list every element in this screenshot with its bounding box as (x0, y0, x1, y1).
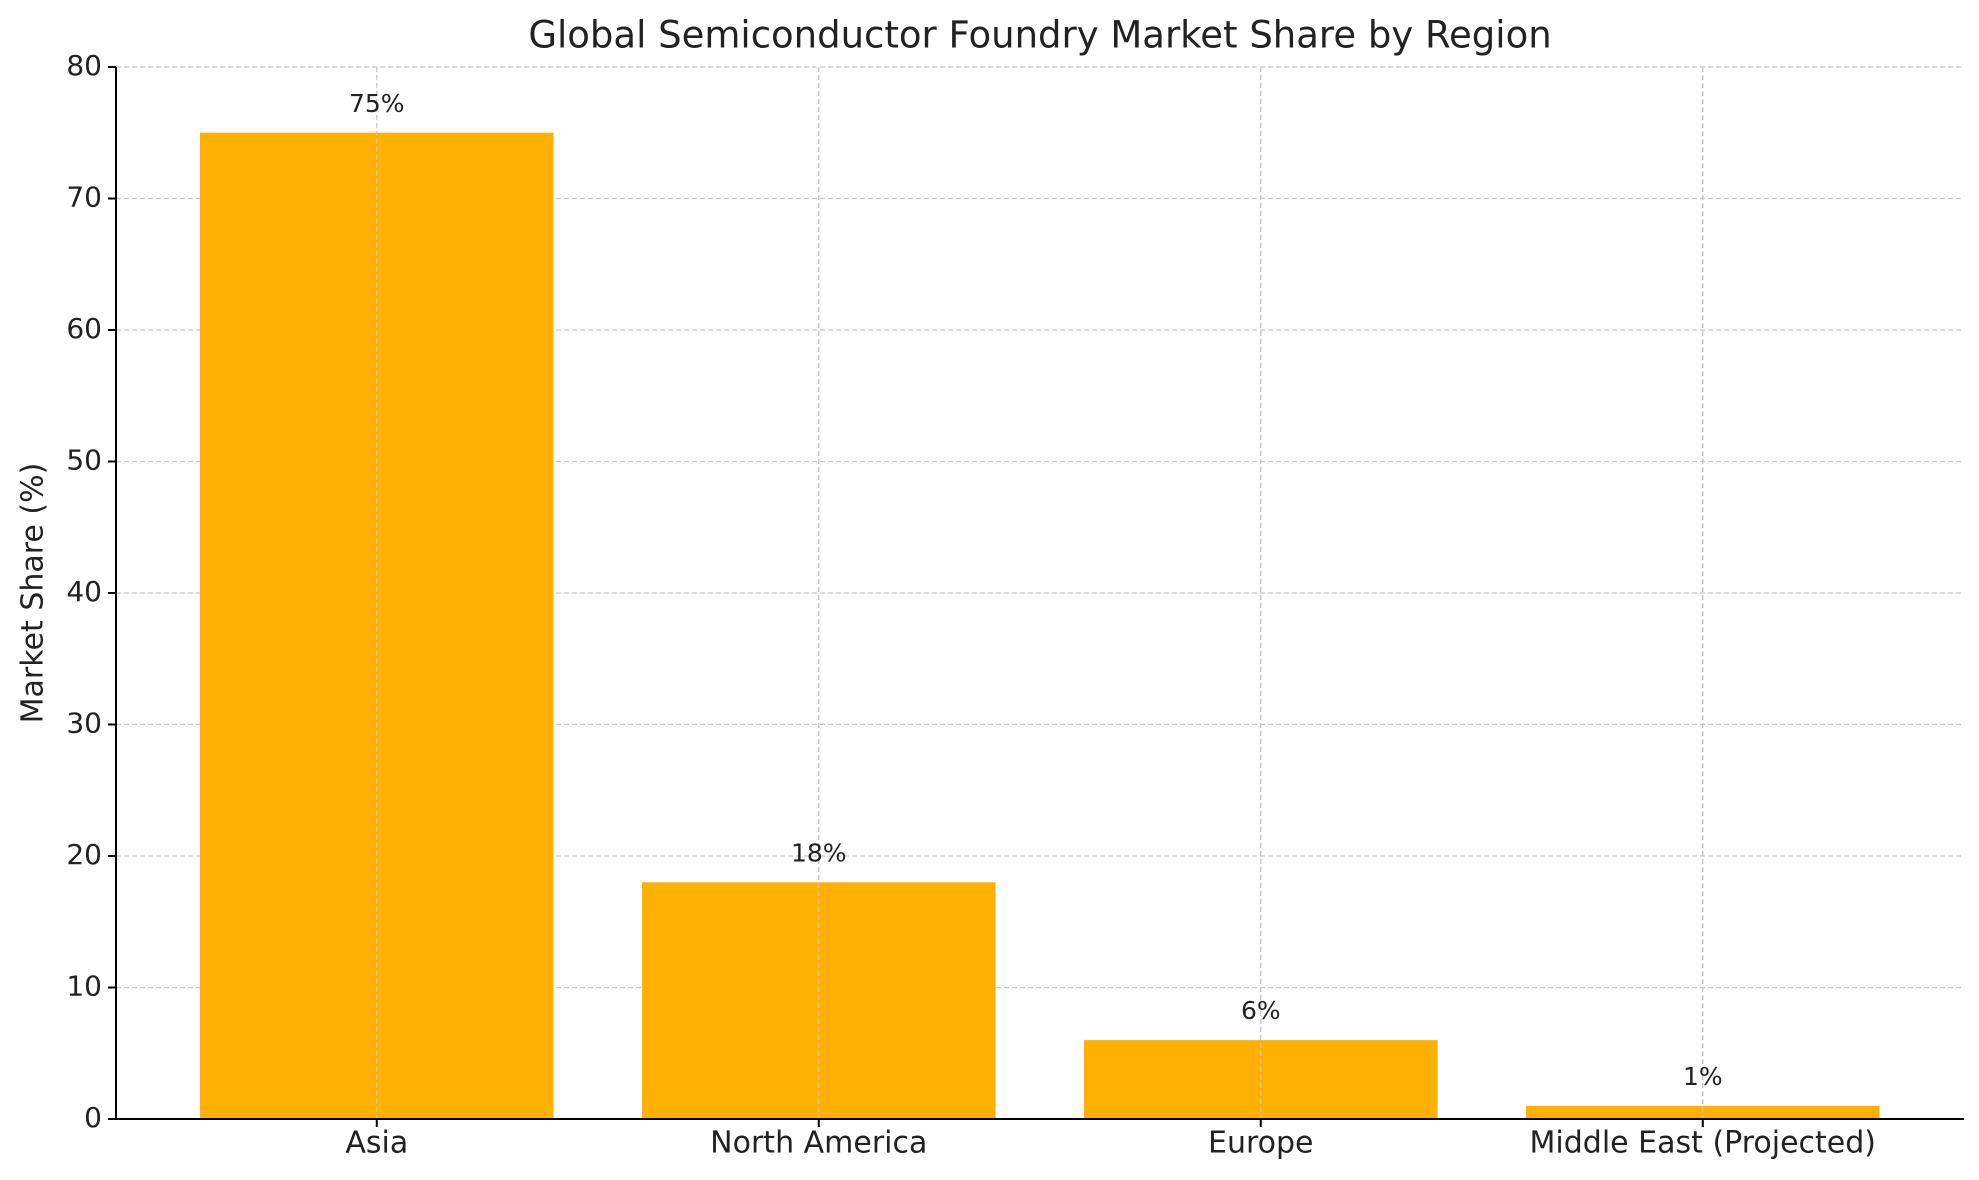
y-tick-label: 50 (66, 444, 102, 477)
chart-title: Global Semiconductor Foundry Market Shar… (528, 14, 1551, 57)
y-axis-label: Market Share (%) (16, 463, 51, 724)
x-tick-label: North America (710, 1126, 927, 1161)
x-tick-label: Europe (1208, 1126, 1314, 1161)
bar (1525, 1105, 1880, 1119)
y-tick-label: 20 (66, 838, 102, 871)
y-tick-label: 60 (66, 312, 102, 345)
value-label: 6% (1241, 996, 1281, 1025)
value-label: 1% (1683, 1062, 1723, 1091)
value-label: 75% (349, 89, 405, 118)
y-tick-label: 40 (66, 575, 102, 608)
x-tick-label: Middle East (Projected) (1530, 1126, 1876, 1161)
bar (199, 132, 554, 1119)
y-tick-label: 80 (66, 49, 102, 82)
y-tick-label: 30 (66, 707, 102, 740)
y-tick-label: 70 (66, 181, 102, 214)
x-tick-label: Asia (345, 1126, 408, 1161)
value-label: 18% (791, 838, 847, 867)
y-tick-label: 10 (66, 970, 102, 1003)
y-tick-label: 0 (84, 1101, 102, 1134)
